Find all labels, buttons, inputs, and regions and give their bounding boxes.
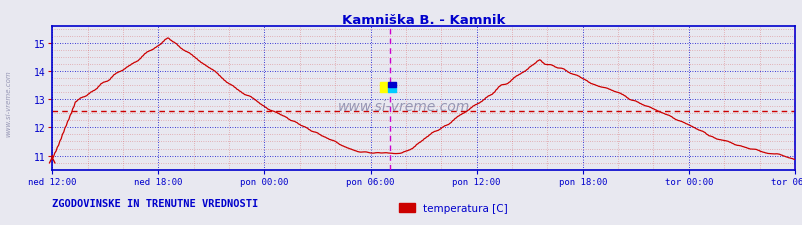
Legend: temperatura [C]: temperatura [C] [395, 199, 512, 218]
Bar [387, 88, 395, 93]
Bar [379, 83, 387, 93]
Text: ZGODOVINSKE IN TRENUTNE VREDNOSTI: ZGODOVINSKE IN TRENUTNE VREDNOSTI [52, 198, 258, 208]
Title: Kamniška B. - Kamnik: Kamniška B. - Kamnik [342, 14, 504, 27]
Text: www.si-vreme.com: www.si-vreme.com [338, 100, 470, 114]
Text: www.si-vreme.com: www.si-vreme.com [5, 70, 11, 137]
Bar [387, 83, 395, 88]
